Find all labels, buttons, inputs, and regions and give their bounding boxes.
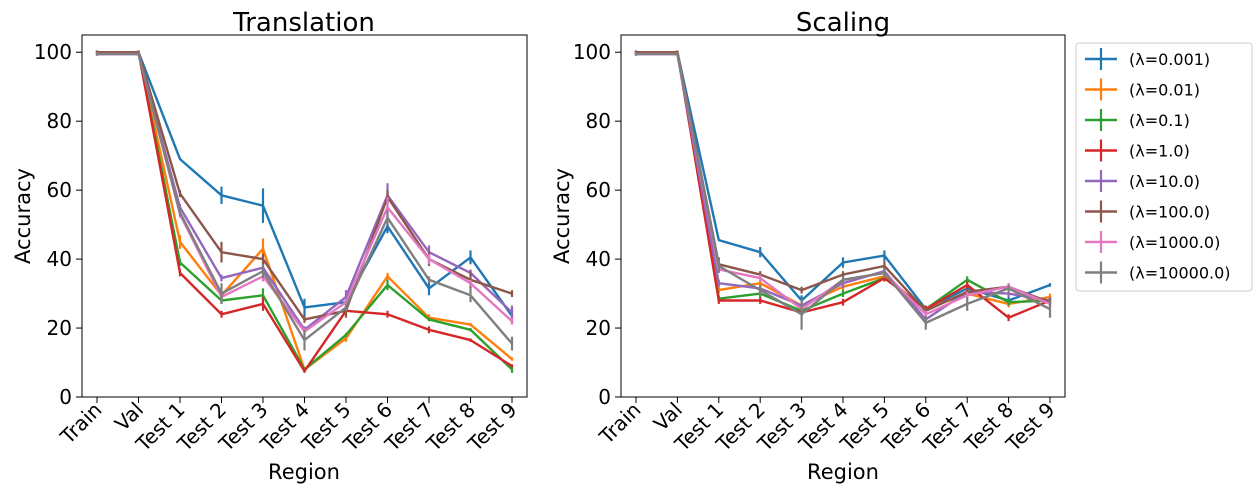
legend: (λ=0.001) (λ=0.01) (λ=0.1) (λ=1.0) (λ=10.0) (…: [1075, 42, 1253, 292]
scaling-panel: Scaling Accuracy Region 020406080100Trai…: [550, 8, 1066, 484]
axes-frame: [620, 34, 1066, 398]
legend-label: (λ=0.001): [1129, 50, 1210, 69]
legend-frame: [1075, 42, 1253, 292]
series-(λ=10000.0): [634, 52, 1052, 330]
legend-label: (λ=10000.0): [1129, 264, 1231, 283]
chart-title: Translation: [232, 8, 375, 38]
y-axis-label: Accuracy: [11, 168, 35, 264]
y-axis-label: Accuracy: [550, 168, 574, 264]
y-tick-label: 0: [598, 385, 611, 409]
legend-label: (λ=10.0): [1129, 172, 1200, 191]
y-tick-label: 0: [59, 385, 72, 409]
legend-entry: (λ=0.001): [1085, 48, 1210, 70]
series-(λ=10000.0): [95, 52, 514, 351]
series-line: [97, 52, 513, 333]
series-(λ=0.01): [95, 50, 514, 372]
y-tick-label: 20: [586, 316, 611, 340]
y-tick-label: 80: [47, 109, 72, 133]
y-tick-label: 100: [573, 40, 611, 64]
series-line: [97, 51, 513, 373]
chart-title: Scaling: [796, 8, 890, 38]
series-line: [97, 51, 513, 321]
y-tick-label: 80: [586, 109, 611, 133]
legend-entry: (λ=1.0): [1085, 139, 1190, 162]
legend-entry: (λ=10000.0): [1085, 261, 1231, 284]
translation-panel: Translation Accuracy Region 0 20 40 60 80 100…: [11, 8, 528, 484]
legend-entry: (λ=0.1): [1085, 109, 1190, 131]
y-tick-label: 40: [586, 247, 611, 271]
legend-label: (λ=0.1): [1129, 111, 1190, 130]
legend-label: (λ=100.0): [1129, 203, 1210, 222]
x-axis-label: Region: [807, 460, 879, 484]
legend-entry: (λ=1000.0): [1085, 231, 1220, 253]
legend-entry: (λ=10.0): [1085, 170, 1200, 192]
y-tick-label: 20: [47, 316, 72, 340]
y-tick-label: 40: [47, 247, 72, 271]
legend-label: (λ=1000.0): [1129, 233, 1220, 252]
series-(λ=1000.0): [95, 52, 514, 335]
series-(λ=0.1): [95, 50, 514, 373]
x-axis-label: Region: [268, 460, 340, 484]
legend-entry: (λ=0.01): [1085, 78, 1200, 101]
series-(λ=10.0): [95, 52, 514, 334]
series-(λ=0.001): [95, 50, 514, 323]
y-tick-label: 100: [34, 40, 72, 64]
legend-label: (λ=0.01): [1129, 81, 1200, 100]
y-tick-label: 60: [586, 178, 611, 202]
series-(λ=100.0): [95, 50, 514, 323]
y-tick-label: 60: [47, 178, 72, 202]
legend-entry: (λ=100.0): [1085, 200, 1210, 223]
series-line: [97, 51, 513, 317]
legend-label: (λ=1.0): [1129, 142, 1190, 161]
